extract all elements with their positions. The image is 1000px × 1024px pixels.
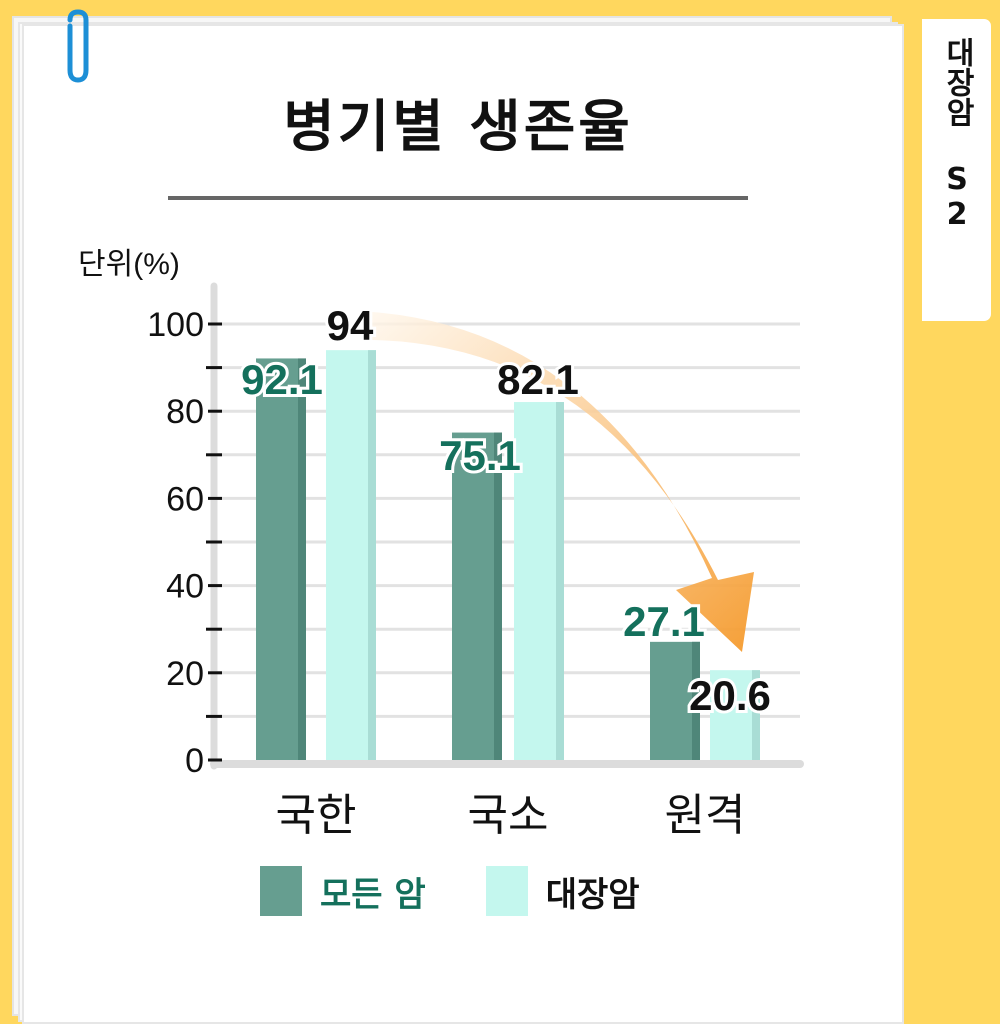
data-label: 20.6 xyxy=(689,672,771,719)
data-label: 75.1 xyxy=(439,432,521,479)
data-label: 92.1 xyxy=(241,356,323,403)
bar-side-shade xyxy=(298,358,306,760)
legend-label-colorectal: 대장암 xyxy=(545,874,640,915)
side-tab-label: 대장암 S2 xyxy=(939,37,975,232)
y-tick-label: 80 xyxy=(166,393,204,431)
legend-swatch-colorectal xyxy=(485,866,528,916)
paperclip-icon xyxy=(67,9,89,83)
side-tab: 대장암 S2 xyxy=(922,14,996,326)
x-tick-label: 국한 xyxy=(276,790,357,841)
y-tick-label: 100 xyxy=(147,306,204,344)
x-tick-label: 국소 xyxy=(468,790,549,841)
trend-arrow xyxy=(372,312,754,652)
bar-chart: 0 20 40 60 80 100 92.194 국한 75.1 82.1 국소 27.1 20.6 원격… xyxy=(78,248,804,841)
bar-side-shade xyxy=(556,402,564,760)
legend-item-colorectal: 대장암 xyxy=(485,866,640,916)
data-label: 82.1 xyxy=(497,356,579,403)
bar-all-cancer-0 xyxy=(256,358,306,760)
legend-item-all-cancer: 모든 암 xyxy=(260,866,426,916)
legend-label-all-cancer: 모든 암 xyxy=(320,874,426,915)
y-tick-label: 40 xyxy=(166,568,204,606)
legend-swatch-all-cancer xyxy=(260,866,302,916)
bar-all-cancer-2 xyxy=(650,641,700,760)
y-tick-label: 20 xyxy=(166,655,204,693)
bar-colorectal-2 xyxy=(710,670,760,760)
y-tick-label: 0 xyxy=(185,742,204,780)
chart-title: 병기별 생존율 xyxy=(283,95,633,160)
data-label: 94 xyxy=(327,302,374,349)
bar-side-shade xyxy=(494,432,502,760)
bar-colorectal-0 xyxy=(326,350,376,760)
legend: 모든 암 대장암 xyxy=(260,866,700,916)
title-divider xyxy=(168,196,748,200)
bar-side-shade xyxy=(752,670,760,760)
bar-colorectal-1 xyxy=(514,402,564,760)
y-tick-label: 60 xyxy=(166,480,204,518)
data-label: 27.1 xyxy=(623,598,705,645)
x-tick-label: 원격 xyxy=(665,790,746,841)
y-axis-unit-label: 단위(%) xyxy=(78,248,180,281)
bar-all-cancer-1 xyxy=(452,432,502,760)
bar-side-shade xyxy=(692,641,700,760)
bar-side-shade xyxy=(368,350,376,760)
